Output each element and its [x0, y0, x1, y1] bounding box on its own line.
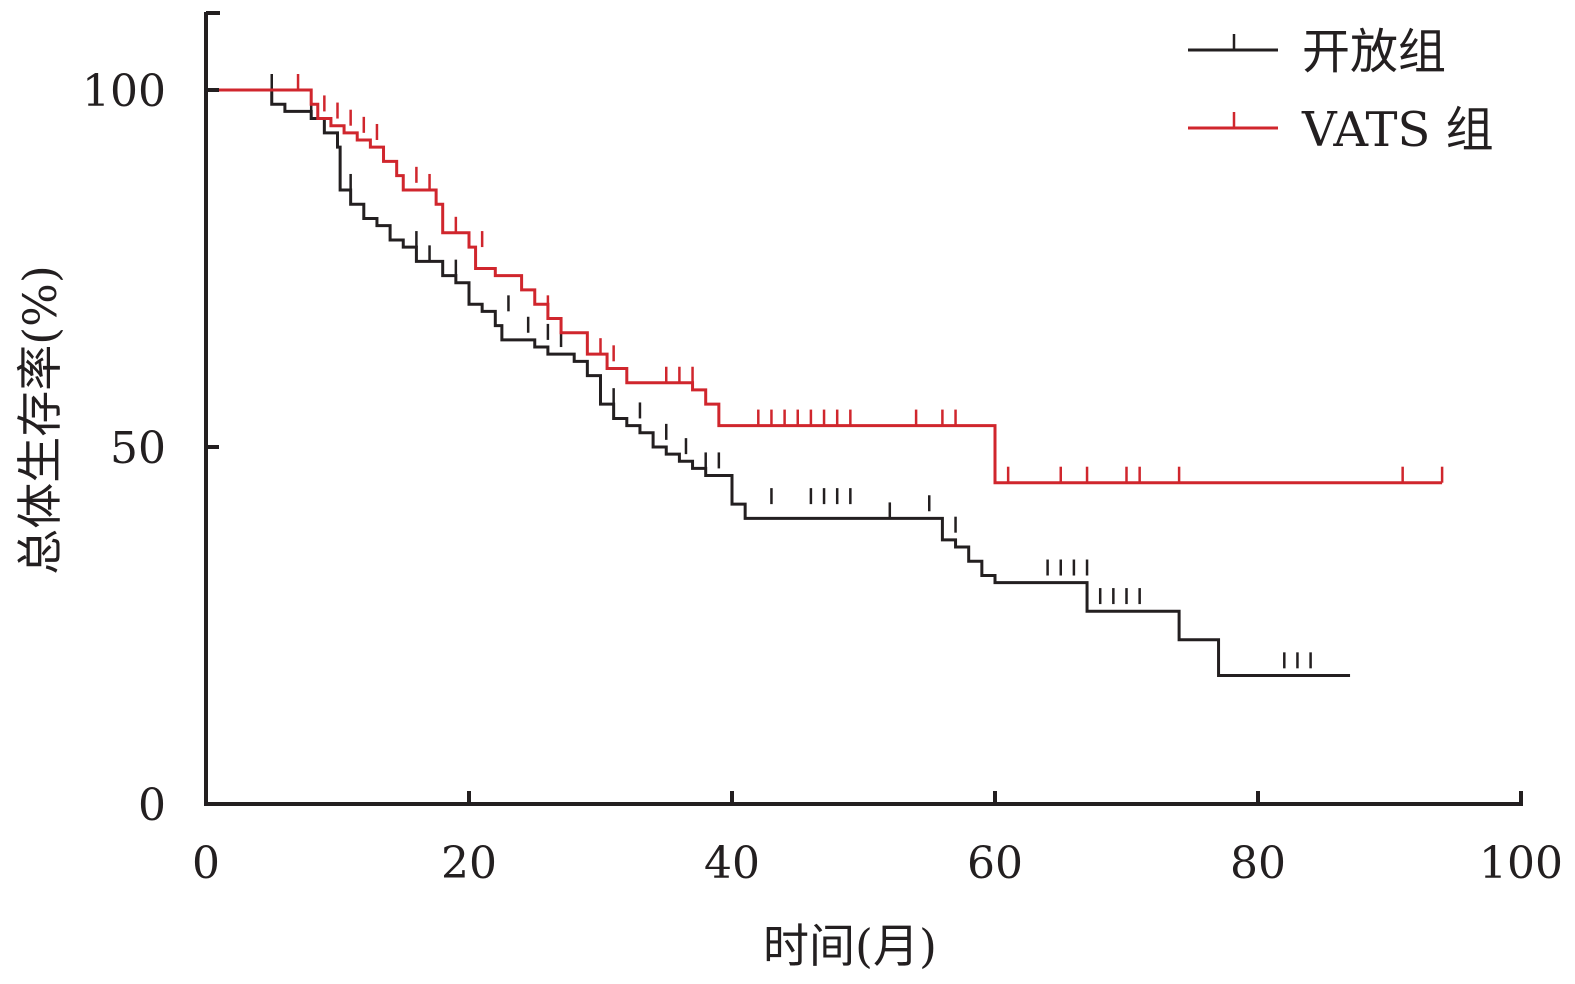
x-tick-label-2: 40 [704, 838, 760, 889]
x-axis-title: 时间(月) [763, 919, 937, 973]
y-tick-label-0: 0 [138, 780, 166, 831]
series-line-1 [206, 88, 1443, 485]
y-tick-label-1: 50 [110, 423, 166, 474]
series-line-0 [206, 88, 1351, 677]
x-tick-label-1: 20 [441, 838, 497, 889]
x-tick-label-4: 80 [1230, 838, 1286, 889]
x-tick-label-0: 0 [192, 838, 220, 889]
series-layer [206, 74, 1444, 677]
legend-label-0: 开放组 [1302, 24, 1446, 80]
legend: 开放组 VATS 组 [1188, 24, 1494, 158]
y-axis-title: 总体生存率(%) [13, 265, 67, 575]
y-tick-label-2: 100 [82, 66, 166, 117]
legend-label-1: VATS 组 [1301, 102, 1494, 158]
x-tick-label-3: 60 [967, 838, 1023, 889]
x-tick-label-5: 100 [1479, 838, 1563, 889]
axes [204, 12, 1523, 806]
ticks: 0 20 40 60 80 100 0 50 100 [82, 11, 1563, 889]
